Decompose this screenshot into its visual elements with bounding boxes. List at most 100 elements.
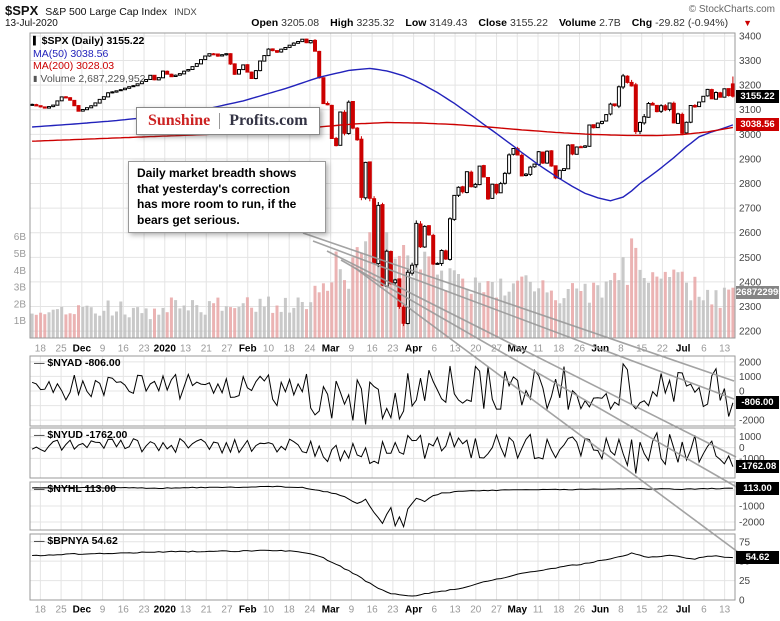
svg-text:-1000: -1000: [739, 502, 765, 513]
svg-text:3200: 3200: [739, 81, 762, 92]
svg-text:23: 23: [387, 605, 399, 616]
main-chart-legend: ▌ $SPX (Daily) 3155.22 MA(50) 3038.56 MA(…: [33, 35, 146, 85]
bpnya-legend: — $BPNYA 54.62: [34, 535, 118, 547]
svg-text:Jun: Jun: [591, 605, 609, 616]
line-icon: —: [34, 535, 45, 547]
svg-text:18: 18: [35, 605, 47, 616]
svg-text:Mar: Mar: [322, 344, 340, 355]
ma200-legend: MA(200) 3028.03: [33, 60, 115, 72]
nyhl-legend-text: $NYHL 113.00: [47, 483, 117, 495]
svg-text:6: 6: [432, 605, 438, 616]
svg-text:2900: 2900: [739, 154, 762, 165]
svg-text:13: 13: [180, 605, 192, 616]
svg-text:3400: 3400: [739, 31, 762, 42]
svg-text:May: May: [508, 344, 528, 355]
quote-row: 13-Jul-2020 Open 3205.08 High 3235.32 Low 3…: [5, 17, 752, 29]
svg-text:3300: 3300: [739, 56, 762, 67]
svg-text:1000: 1000: [739, 372, 762, 383]
svg-text:18: 18: [284, 605, 296, 616]
svg-text:9: 9: [349, 344, 355, 355]
change-down-icon: ▼: [743, 18, 752, 28]
svg-text:3100: 3100: [739, 105, 762, 116]
svg-text:6: 6: [432, 344, 438, 355]
quote-change-label: Chg: [631, 17, 653, 29]
svg-text:13: 13: [719, 344, 731, 355]
indicator-panels: [29, 355, 736, 601]
volume-legend: ▮ Volume 2,687,229,952: [33, 73, 146, 86]
nyad-value-tag: -806.00: [736, 396, 779, 410]
svg-text:Dec: Dec: [73, 344, 92, 355]
svg-text:26: 26: [574, 344, 586, 355]
line-icon: —: [34, 483, 45, 495]
svg-text:11: 11: [533, 605, 544, 616]
svg-text:11: 11: [533, 344, 544, 355]
nyhl-value-tag: 113.00: [736, 482, 779, 495]
svg-text:18: 18: [284, 344, 296, 355]
bpnya-legend-text: $BPNYA 54.62: [47, 535, 118, 547]
svg-text:Jul: Jul: [676, 344, 691, 355]
volume-legend-text: Volume 2,687,229,952: [40, 72, 146, 85]
svg-text:3000: 3000: [739, 130, 762, 141]
svg-text:9: 9: [349, 605, 355, 616]
symbol: $SPX: [5, 3, 39, 18]
svg-text:2800: 2800: [739, 179, 762, 190]
svg-text:Dec: Dec: [73, 605, 92, 616]
chart-date: 13-Jul-2020: [5, 18, 58, 29]
quote-high-label: High: [330, 17, 354, 29]
svg-text:13: 13: [180, 344, 192, 355]
nyad-legend-text: $NYAD -806.00: [47, 357, 121, 369]
sunshine-profits-logo: Sunshine Profits.com: [136, 107, 320, 135]
nyhl-legend: — $NYHL 113.00: [34, 483, 116, 495]
nyud-value-tag: -1762.08: [736, 460, 779, 474]
svg-text:15: 15: [636, 605, 648, 616]
quote-open-label: Open: [251, 17, 279, 29]
svg-text:20: 20: [470, 605, 482, 616]
svg-text:2600: 2600: [739, 228, 762, 239]
nyad-legend: — $NYAD -806.00: [34, 357, 121, 369]
svg-text:2500: 2500: [739, 253, 762, 264]
svg-text:27: 27: [221, 344, 233, 355]
annotation-trendlines: [302, 232, 747, 559]
svg-text:24: 24: [304, 605, 316, 616]
volume-icon: ▮: [33, 73, 38, 83]
svg-text:0: 0: [739, 443, 745, 454]
spx-series-legend-text: $SPX (Daily) 3155.22: [41, 35, 145, 47]
svg-text:2300: 2300: [739, 302, 762, 313]
quote-volume-value: 2.7B: [599, 17, 621, 29]
svg-text:2000: 2000: [739, 357, 762, 368]
svg-text:2700: 2700: [739, 204, 762, 215]
quote-high: High 3235.32: [330, 17, 394, 29]
svg-text:16: 16: [367, 344, 379, 355]
bpnya-value-tag: 54.62: [736, 551, 779, 565]
svg-text:Feb: Feb: [239, 605, 257, 616]
svg-text:24: 24: [304, 344, 316, 355]
header: $SPX S&P 500 Large Cap Index INDX: [5, 3, 197, 18]
spx-series-legend: ▌ $SPX (Daily) 3155.22: [33, 35, 146, 48]
svg-text:23: 23: [138, 344, 150, 355]
quote-low: Low 3149.43: [405, 17, 467, 29]
svg-text:75: 75: [739, 537, 751, 548]
svg-text:0: 0: [739, 596, 745, 607]
ma50-legend: MA(50) 3038.56: [33, 47, 109, 60]
quote-change-value: -29.82 (-0.94%): [655, 17, 729, 29]
svg-text:13: 13: [450, 605, 462, 616]
svg-text:16: 16: [118, 344, 130, 355]
svg-text:22: 22: [657, 344, 669, 355]
logo-separator: [219, 113, 221, 129]
svg-text:6: 6: [701, 605, 707, 616]
svg-text:21: 21: [201, 344, 213, 355]
svg-text:20: 20: [470, 344, 482, 355]
quote-high-value: 3235.32: [356, 17, 395, 29]
quote-volume-label: Volume: [558, 17, 597, 29]
svg-text:2400: 2400: [739, 277, 762, 288]
index-name: S&P 500 Large Cap Index: [45, 6, 168, 18]
candlestick-icon: ▌: [33, 36, 39, 45]
svg-text:0: 0: [739, 387, 745, 398]
svg-text:26: 26: [574, 605, 586, 616]
exchange-label: INDX: [174, 7, 197, 18]
svg-text:22: 22: [657, 605, 669, 616]
svg-text:Apr: Apr: [405, 344, 422, 355]
svg-text:-2000: -2000: [739, 416, 765, 427]
quote-volume: Volume 2.7B: [559, 17, 621, 29]
